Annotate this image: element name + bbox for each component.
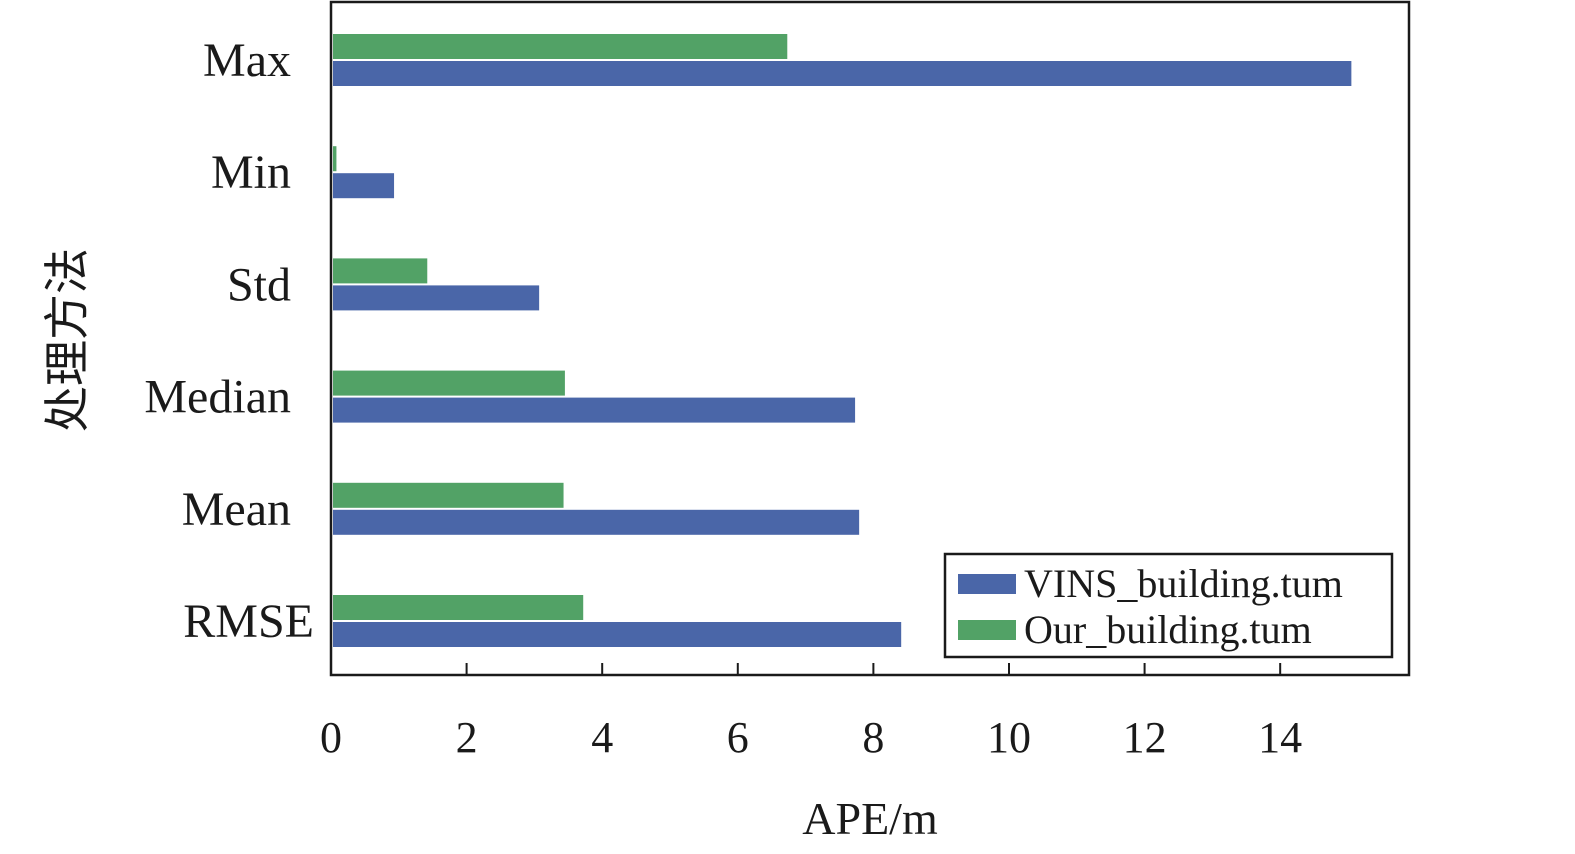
category-label-rmse: RMSE [183, 595, 314, 648]
bar-vins-rmse [333, 622, 902, 647]
legend-swatch-vins [958, 574, 1016, 594]
bar-vins-min [333, 173, 395, 199]
bar-ours-rmse [333, 595, 584, 620]
bar-vins-median [333, 397, 856, 423]
bar-ours-mean [333, 482, 564, 508]
bars-layer [333, 34, 1352, 647]
x-tick-label: 6 [727, 713, 749, 762]
x-tick-label: 2 [456, 713, 478, 762]
category-label-median: Median [144, 371, 291, 424]
x-axis-title: APE/m [802, 793, 938, 844]
legend-label-ours: Our_building.tum [1024, 607, 1312, 652]
x-axis: 0 2 4 6 8 10 12 14 [320, 663, 1302, 762]
x-tick-label: 14 [1258, 713, 1302, 762]
legend-box [943, 552, 1394, 659]
category-label-mean: Mean [182, 483, 291, 536]
plot-frame [329, 0, 1411, 677]
x-tick-label: 10 [987, 713, 1031, 762]
category-label-std: Std [227, 258, 291, 311]
x-tick-label: 4 [591, 713, 613, 762]
x-tick-label: 12 [1123, 713, 1167, 762]
bar-ours-max [333, 34, 788, 59]
bar-ours-min [333, 146, 337, 172]
x-tick-label: 8 [862, 713, 884, 762]
y-axis-title: 处理方法 [42, 248, 93, 432]
legend-swatch-ours [958, 620, 1016, 640]
category-label-max: Max [203, 34, 291, 87]
category-label-min: Min [211, 146, 291, 199]
x-tick-label: 0 [320, 713, 342, 762]
legend: VINS_building.tum Our_building.tum [943, 552, 1394, 659]
bar-ours-median [333, 370, 565, 396]
bar-vins-max [333, 61, 1352, 86]
bar-vins-mean [333, 509, 860, 535]
bar-ours-std [333, 258, 428, 284]
legend-label-vins: VINS_building.tum [1024, 561, 1343, 606]
y-axis: Max Min Std Median Mean RMSE [144, 34, 314, 648]
bar-vins-std [333, 285, 540, 311]
